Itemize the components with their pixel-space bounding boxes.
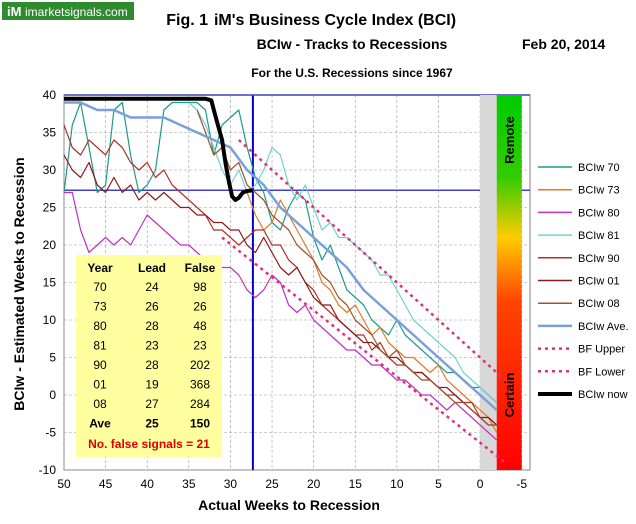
logo-brand: imarketsignals.com [25,5,128,19]
table-cell: 368 [190,378,210,392]
series-line-bciw-01 [63,154,498,426]
legend-label: BCIw 90 [578,253,620,265]
y-tick-label: -10 [39,463,57,477]
table-note: No. false signals = 21 [88,437,210,451]
series-group [63,96,506,464]
table-background [76,255,222,457]
logo[interactable]: iM imarketsignals.com [2,2,134,20]
y-tick-label: 20 [43,238,57,252]
table-cell: 23 [193,339,207,353]
chart-title: iM's Business Cycle Index (BCI) [214,12,456,29]
legend-label: BCIw 80 [578,207,620,219]
table-header: False [185,261,216,275]
chart-note: For the U.S. Recessions since 1967 [251,66,453,80]
table-cell: 48 [193,319,207,333]
y-tick-label: 5 [49,351,56,365]
table-cell: 28 [145,319,159,333]
x-tick-label: 15 [349,477,363,491]
chart-subtitle: BCIw - Tracks to Recessions [257,36,448,52]
y-tick-label: 10 [43,313,57,327]
table-header: Lead [138,261,166,275]
x-tick-label: 35 [182,477,196,491]
series-line-bciw-81 [188,102,498,403]
y-tick-label: -5 [45,426,56,440]
table-cell: 73 [93,300,107,314]
legend-label: BCIw Ave. [578,321,629,333]
x-tick-label: 45 [99,477,113,491]
table-cell: 81 [93,339,107,353]
y-tick-label: 40 [43,88,57,102]
legend-label: BCIw 08 [578,298,620,310]
table-cell: 01 [93,378,107,392]
table-cell: 27 [145,397,159,411]
table-cell: 26 [145,300,159,314]
signal-zone [496,95,522,470]
table-average-cell: Ave [89,417,111,431]
chart-date: Feb 20, 2014 [522,36,605,52]
series-line-bciw-70 [63,101,498,403]
figure-number: Fig. 1 [166,12,208,29]
legend-label: BCIw 81 [578,230,620,242]
y-tick-label: 0 [49,388,56,402]
x-tick-label: 20 [307,477,321,491]
x-tick-label: 25 [265,477,279,491]
x-axis-label: Actual Weeks to Recession [198,497,380,513]
zone-label-certain: Certain [502,373,517,418]
table-cell: 202 [190,358,210,372]
x-tick-label: 50 [57,477,71,491]
table-cell: 26 [193,300,207,314]
y-tick-label: 30 [43,163,57,177]
table-cell: 23 [145,339,159,353]
table-average-cell: 25 [145,417,159,431]
legend-label: BF Lower [578,366,625,378]
table-cell: 80 [93,319,107,333]
logo-background [2,2,134,20]
x-tick-label: 10 [390,477,404,491]
table-cell: 28 [145,358,159,372]
table-cell: 90 [93,358,107,372]
legend-label: BF Upper [578,344,625,356]
legend-label: BCIw now [578,389,628,401]
table-cell: 70 [93,280,107,294]
x-tick-label: 0 [477,477,484,491]
lead-table: Year Lead False 70 24 98 73 26 26 80 28 48 81 23 23 90 2… [76,255,222,457]
logo-mark: iM [7,4,21,19]
x-tick-label: 40 [141,477,155,491]
legend-label: BCIw 73 [578,185,620,197]
x-tick-label: 5 [435,477,442,491]
legend-label: BCIw 70 [578,162,620,174]
series-line-bciw-ave- [64,101,498,411]
x-tick-label: 30 [224,477,238,491]
x-tick-label: -5 [516,477,527,491]
zone-label-remote: Remote [502,116,517,164]
y-tick-label: 35 [43,126,57,140]
table-cell: 98 [193,280,207,294]
table-cell: 19 [145,378,159,392]
table-header: Year [87,261,113,275]
y-tick-label: 25 [43,201,57,215]
zones: Remote Certain [480,95,522,470]
series-line-bciw-80 [64,191,498,441]
table-cell: 284 [190,397,210,411]
series-line-bciw-now [64,96,254,202]
series-line-bciw-08 [196,109,497,426]
legend-label: BCIw 01 [578,276,620,288]
gray-zone [480,95,497,470]
table-cell: 24 [145,280,159,294]
series-line-bf-lower [221,236,506,464]
y-axis-label: BCIw - Estimated Weeks to Recession [11,157,27,410]
table-cell: 08 [93,397,107,411]
legend: BCIw 70 BCIw 73 BCIw 80 BCIw 81 BCIw 90 BCIw … [538,162,629,401]
y-tick-label: 15 [43,276,57,290]
table-average-cell: 150 [190,417,210,431]
